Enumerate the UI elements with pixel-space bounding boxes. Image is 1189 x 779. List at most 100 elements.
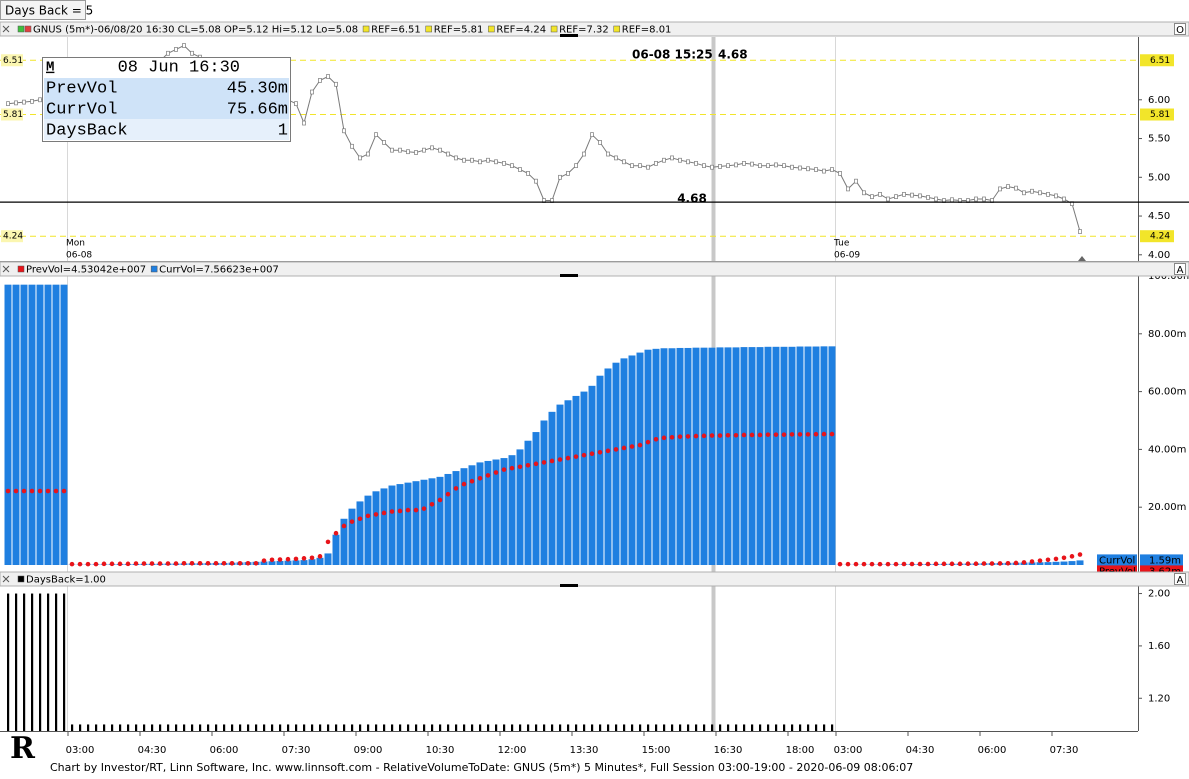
prev-vol-dot	[806, 432, 811, 437]
volume-bar	[21, 285, 28, 565]
volume-bar	[29, 285, 36, 565]
price-candle	[879, 192, 882, 196]
price-candle	[759, 164, 762, 168]
price-candle	[631, 164, 634, 168]
volume-bar	[565, 400, 572, 565]
prev-vol-dot	[438, 498, 443, 503]
prev-vol-dot	[318, 554, 323, 559]
volume-bar	[741, 347, 748, 565]
days-back-bar	[271, 724, 273, 731]
prev-vol-dot	[6, 489, 11, 494]
prev-vol-dot	[526, 463, 531, 468]
prev-vol-dot	[262, 558, 267, 563]
prev-vol-dot	[158, 561, 163, 566]
volume-bar	[701, 348, 708, 565]
prev-vol-dot	[918, 562, 923, 567]
volume-bar	[645, 350, 652, 565]
prev-vol-dot	[54, 489, 59, 494]
volume-bar	[717, 347, 724, 565]
days-back-button-label[interactable]: Days Back = 5	[5, 4, 93, 18]
days-back-bar	[447, 724, 449, 731]
price-candle	[887, 197, 890, 201]
price-candle	[439, 148, 442, 152]
days-back-bar	[207, 724, 209, 731]
header-swatch	[614, 26, 620, 32]
time-label: 04:30	[906, 745, 935, 756]
price-candle	[31, 99, 34, 103]
days-back-bar	[87, 724, 89, 731]
info-label: PrevVol	[46, 79, 117, 98]
y-tick-label: 80.00m	[1148, 329, 1186, 340]
prev-vol-dot	[486, 473, 491, 478]
days-back-bar	[279, 724, 281, 731]
volume-bar	[549, 412, 556, 565]
price-candle	[351, 144, 354, 148]
prev-vol-dot	[534, 462, 539, 467]
prev-vol-dot	[1078, 552, 1083, 557]
prev-vol-dot	[278, 557, 283, 562]
volume-bar	[45, 285, 52, 565]
prev-vol-dot	[310, 555, 315, 560]
prev-vol-dot	[630, 444, 635, 449]
days-back-bar	[719, 724, 721, 731]
header-text: REF=7.32	[559, 25, 609, 36]
prev-vol-dot	[598, 450, 603, 455]
days-back-bar	[711, 724, 713, 731]
price-candle	[367, 152, 370, 156]
price-candle	[655, 161, 658, 165]
prev-vol-dot	[478, 476, 483, 481]
header-swatch	[426, 26, 432, 32]
y-tick-label: 2.00	[1148, 589, 1170, 600]
header-text: GNUS (5m*)-06/08/20 16:30 CL=5.08 OP=5.1…	[33, 25, 358, 36]
days-back-bar	[679, 724, 681, 731]
volume-bar	[525, 441, 532, 565]
time-label: 04:30	[138, 745, 167, 756]
volume-bar	[573, 396, 580, 565]
price-candle	[487, 158, 490, 162]
header-swatch	[151, 266, 157, 272]
volume-bar	[1077, 560, 1084, 565]
price-candle	[847, 187, 850, 191]
price-candle	[7, 102, 10, 106]
header-text: DaysBack=1.00	[26, 575, 106, 586]
price-candle	[903, 192, 906, 196]
days-back-bar	[79, 724, 81, 731]
time-label: 03:00	[834, 745, 863, 756]
days-back-bar	[167, 724, 169, 731]
prev-vol-dot	[1014, 561, 1019, 566]
price-candle	[855, 179, 858, 183]
time-label: 18:00	[786, 745, 815, 756]
price-candle	[767, 164, 770, 168]
time-label: 07:30	[1050, 745, 1079, 756]
corner-button-label[interactable]: A	[1177, 265, 1184, 276]
price-candle	[839, 171, 842, 175]
prev-vol-dot	[470, 479, 475, 484]
days-back-bar	[495, 724, 497, 731]
prev-vol-dot	[678, 434, 683, 439]
prev-vol-dot	[454, 486, 459, 491]
header-text: REF=8.01	[622, 25, 672, 36]
price-candle	[535, 179, 538, 183]
corner-button-label[interactable]: A	[1177, 575, 1184, 586]
price-candle	[1055, 194, 1058, 198]
price-candle	[727, 164, 730, 168]
price-candle	[823, 169, 826, 173]
price-candle	[703, 164, 706, 168]
volume-bar	[661, 348, 668, 565]
prev-vol-dot	[286, 557, 291, 562]
price-candle	[1031, 189, 1034, 193]
days-back-bar	[567, 724, 569, 731]
prev-vol-dot	[62, 489, 67, 494]
prev-vol-dot	[342, 524, 347, 529]
corner-button-label[interactable]: O	[1176, 25, 1184, 36]
volume-bar	[589, 386, 596, 565]
volume-bar	[373, 491, 380, 565]
days-back-bar	[631, 724, 633, 731]
prev-vol-dot	[862, 562, 867, 567]
volume-bar	[365, 496, 372, 565]
prev-vol-dot	[46, 489, 51, 494]
days-back-bar	[735, 724, 737, 731]
days-back-bar	[359, 724, 361, 731]
volume-bar	[597, 376, 604, 565]
prev-vol-dot	[542, 460, 547, 465]
